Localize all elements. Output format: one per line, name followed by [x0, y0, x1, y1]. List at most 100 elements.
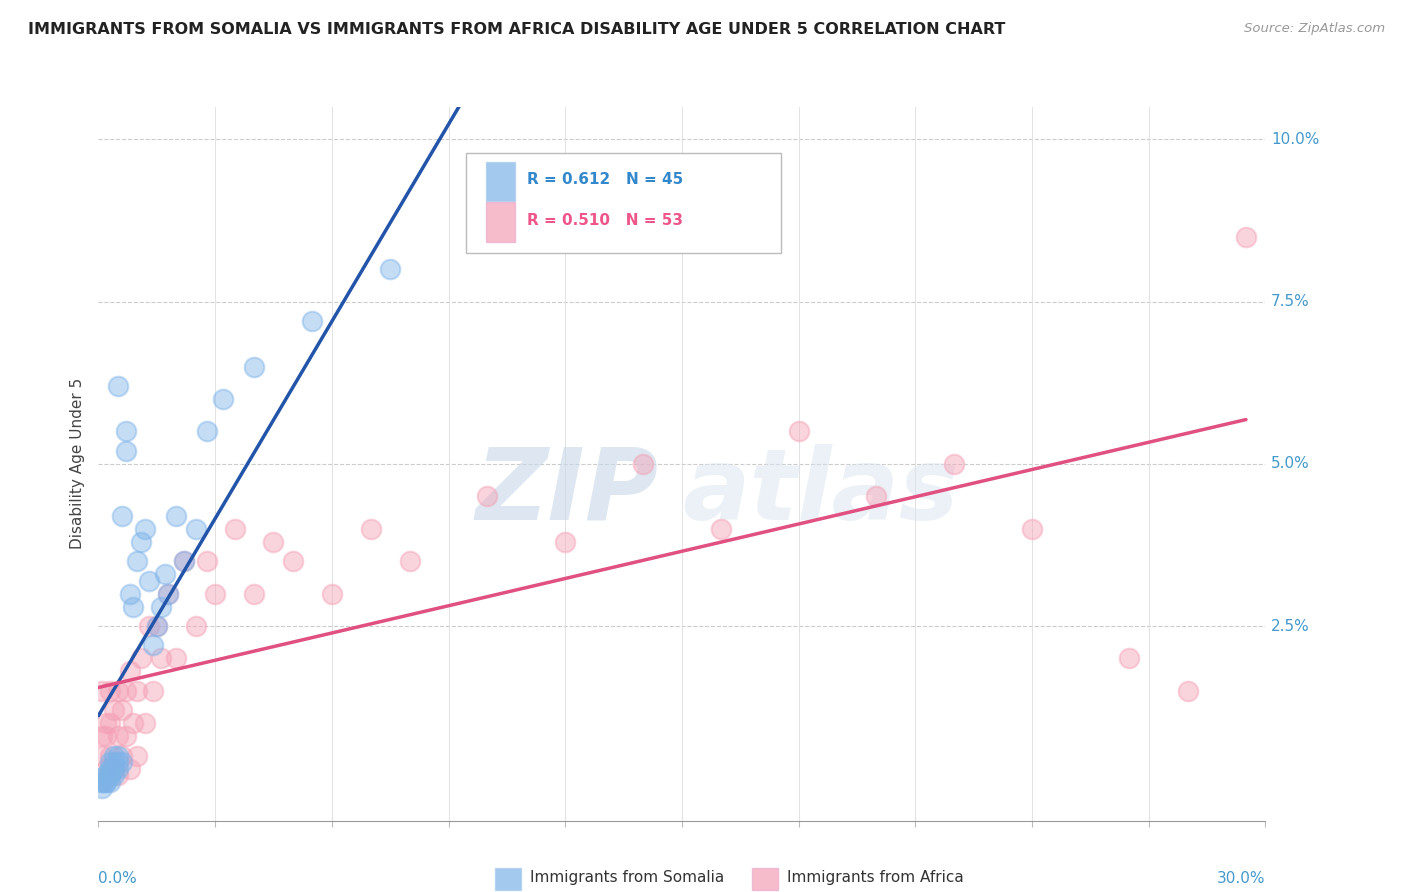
Point — [96, 768, 118, 782]
Point — [224, 522, 246, 536]
Point — [134, 716, 156, 731]
Point — [138, 619, 160, 633]
Text: 0.0%: 0.0% — [98, 871, 138, 886]
FancyBboxPatch shape — [486, 161, 515, 201]
Point — [98, 716, 121, 731]
Point — [165, 508, 187, 523]
Point — [107, 748, 129, 763]
Point — [91, 774, 114, 789]
Point — [146, 619, 169, 633]
Point — [96, 716, 118, 731]
Point — [281, 554, 304, 568]
Point — [96, 729, 118, 743]
Point — [111, 748, 134, 763]
Point — [1234, 229, 1257, 244]
Point — [184, 522, 207, 536]
Point — [98, 774, 121, 789]
Point — [103, 762, 125, 776]
Point — [301, 314, 323, 328]
Point — [103, 748, 125, 763]
Point — [98, 748, 121, 763]
Point — [114, 443, 136, 458]
Point — [118, 762, 141, 776]
FancyBboxPatch shape — [495, 869, 520, 890]
Point — [146, 619, 169, 633]
Text: Immigrants from Africa: Immigrants from Africa — [787, 871, 963, 885]
Point — [103, 762, 125, 776]
Point — [118, 665, 141, 679]
Point — [98, 756, 121, 770]
Point — [378, 262, 402, 277]
Point — [195, 425, 218, 439]
FancyBboxPatch shape — [752, 869, 778, 890]
Point — [91, 729, 114, 743]
Point — [153, 567, 176, 582]
Point — [127, 684, 149, 698]
Point — [111, 508, 134, 523]
Point — [111, 756, 134, 770]
Point — [157, 586, 180, 600]
Point — [98, 684, 121, 698]
Point — [195, 554, 218, 568]
Text: Immigrants from Somalia: Immigrants from Somalia — [530, 871, 724, 885]
Point — [149, 599, 172, 614]
Point — [98, 762, 121, 776]
Point — [103, 768, 125, 782]
Point — [360, 522, 382, 536]
Point — [96, 768, 118, 782]
Text: 30.0%: 30.0% — [1218, 871, 1265, 886]
Point — [184, 619, 207, 633]
Point — [321, 586, 343, 600]
Point — [477, 211, 499, 225]
Point — [98, 768, 121, 782]
Point — [127, 554, 149, 568]
Text: Source: ZipAtlas.com: Source: ZipAtlas.com — [1244, 22, 1385, 36]
Point — [118, 586, 141, 600]
Point — [107, 684, 129, 698]
Text: ZIP: ZIP — [475, 444, 658, 541]
Point — [107, 379, 129, 393]
Point — [107, 768, 129, 782]
Point — [865, 489, 887, 503]
Point — [91, 774, 114, 789]
Point — [98, 768, 121, 782]
Point — [107, 762, 129, 776]
Point — [243, 359, 266, 374]
Text: R = 0.612   N = 45: R = 0.612 N = 45 — [527, 172, 683, 187]
Text: 7.5%: 7.5% — [1271, 294, 1310, 310]
Point — [204, 586, 226, 600]
Point — [134, 522, 156, 536]
Point — [103, 703, 125, 717]
Point — [1177, 684, 1199, 698]
Point — [98, 762, 121, 776]
Point — [149, 651, 172, 665]
Point — [96, 762, 118, 776]
Point — [107, 756, 129, 770]
Point — [173, 554, 195, 568]
Point — [243, 586, 266, 600]
Point — [157, 586, 180, 600]
Point — [631, 457, 654, 471]
Point — [111, 703, 134, 717]
Point — [710, 522, 733, 536]
Point — [554, 534, 576, 549]
Text: atlas: atlas — [682, 444, 959, 541]
Point — [114, 729, 136, 743]
Point — [787, 425, 810, 439]
Point — [138, 574, 160, 588]
Point — [398, 554, 420, 568]
Y-axis label: Disability Age Under 5: Disability Age Under 5 — [70, 378, 86, 549]
Point — [1021, 522, 1043, 536]
Point — [96, 774, 118, 789]
FancyBboxPatch shape — [486, 202, 515, 242]
Point — [91, 781, 114, 796]
Point — [129, 651, 152, 665]
Text: 2.5%: 2.5% — [1271, 618, 1310, 633]
Point — [477, 489, 499, 503]
Point — [142, 639, 165, 653]
Point — [943, 457, 966, 471]
Point — [142, 684, 165, 698]
Point — [114, 425, 136, 439]
Point — [1118, 651, 1140, 665]
Point — [165, 651, 187, 665]
